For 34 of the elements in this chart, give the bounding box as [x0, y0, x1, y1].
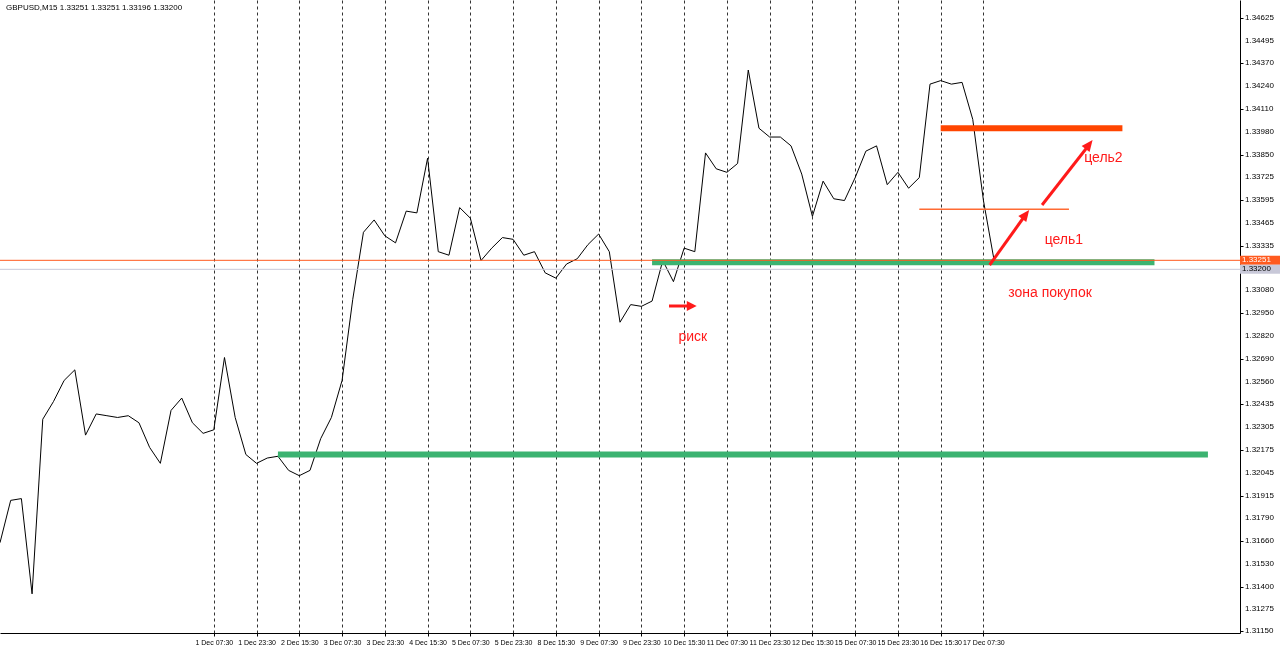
ref-line-label: 1.33251: [1242, 255, 1272, 265]
ref-line-label: 1.33200: [1242, 264, 1272, 274]
y-tick-label: 1.32045: [1245, 468, 1275, 478]
y-tick-label: 1.31275: [1245, 603, 1275, 613]
y-tick-label: 1.32435: [1245, 399, 1275, 409]
annotation: риск: [678, 328, 708, 344]
annotation: зона покупок: [1008, 284, 1093, 300]
y-tick-label: 1.31150: [1245, 625, 1274, 635]
y-tick-label: 1.34370: [1245, 57, 1275, 67]
y-tick-label: 1.32820: [1245, 331, 1275, 341]
y-tick-label: 1.33080: [1245, 285, 1275, 295]
annotation: цель1: [1044, 231, 1084, 247]
y-tick-label: 1.31660: [1245, 535, 1275, 545]
y-tick-label: 1.31530: [1245, 558, 1275, 568]
y-tick-label: 1.31915: [1245, 490, 1275, 500]
y-tick-label: 1.33725: [1245, 171, 1275, 181]
y-tick-label: 1.34625: [1245, 12, 1275, 22]
y-tick-label: 1.32305: [1245, 422, 1275, 432]
y-tick-label: 1.32560: [1245, 377, 1275, 387]
y-tick-label: 1.31400: [1245, 581, 1275, 591]
y-tick-label: 1.32950: [1245, 308, 1275, 318]
y-tick-label: 1.34240: [1245, 80, 1275, 90]
y-tick-label: 1.33850: [1245, 149, 1275, 159]
chart-title: GBPUSD,M15 1.33251 1.33251 1.33196 1.33200: [6, 3, 183, 12]
y-tick-label: 1.32690: [1245, 354, 1275, 364]
y-tick-label: 1.34110: [1245, 103, 1274, 113]
y-tick-label: 1.34495: [1245, 35, 1275, 45]
y-tick-label: 1.33595: [1245, 194, 1275, 204]
annotation: цель2: [1084, 149, 1123, 165]
y-tick-label: 1.31790: [1245, 513, 1275, 523]
y-tick-label: 1.33465: [1245, 217, 1275, 227]
y-tick-label: 1.32175: [1245, 445, 1275, 455]
y-tick-label: 1.33980: [1245, 126, 1275, 136]
y-tick-label: 1.33335: [1245, 240, 1275, 250]
